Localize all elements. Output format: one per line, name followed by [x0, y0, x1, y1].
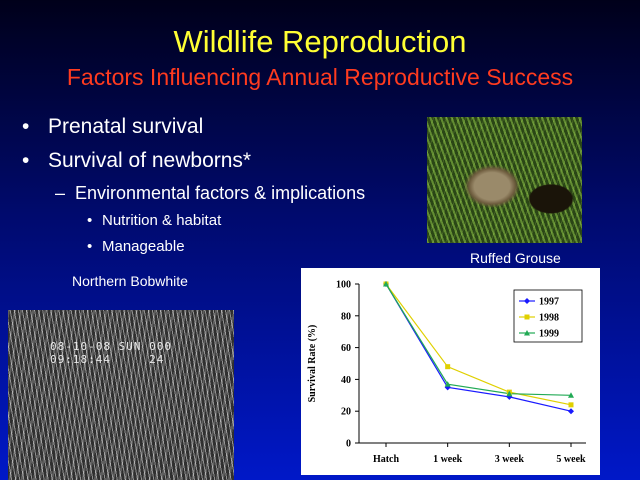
x-tick-label: Hatch [373, 454, 400, 465]
bullet-prenatal: • Prenatal survival [22, 115, 204, 139]
sub-bullet-environmental: – Environmental factors & implications [55, 183, 366, 204]
data-point [445, 364, 451, 370]
caption-northern-bobwhite: Northern Bobwhite [72, 273, 188, 289]
legend-label: 1997 [539, 297, 559, 308]
sub-sub-bullet-text: Manageable [102, 238, 185, 255]
series-line-1997 [385, 283, 572, 412]
data-point [568, 392, 574, 398]
y-tick-label: 40 [341, 375, 351, 386]
legend-label: 1999 [539, 329, 559, 340]
data-point [444, 381, 451, 387]
bullet-text: Survival of newborns* [48, 149, 252, 172]
slide-subtitle: Factors Influencing Annual Reproductive … [66, 64, 574, 90]
x-tick-label: 3 week [495, 454, 525, 465]
bullet-dot-icon: • [22, 115, 30, 138]
y-tick-label: 0 [346, 439, 351, 450]
data-point [568, 408, 574, 415]
series-line-1999 [385, 283, 572, 396]
sub-sub-bullet-manageable: • Manageable [87, 238, 185, 255]
dash-icon: – [55, 183, 66, 203]
data-point [524, 330, 530, 336]
bullet-newborns: • Survival of newborns* [22, 149, 252, 173]
chart-svg: 0 20 40 60 80 100 Hatch 1 week 3 week 5 week Survi… [307, 280, 586, 466]
sub-sub-bullet-text: Nutrition & habitat [102, 212, 222, 229]
x-tick-label: 5 week [556, 454, 586, 465]
x-tick-label: 1 week [433, 454, 463, 465]
sub-bullet-text: Environmental factors & implications [75, 183, 366, 203]
survival-rate-chart: 0 20 40 60 80 100 Hatch 1 week 3 week 5 week Survi… [301, 268, 600, 475]
data-point [524, 298, 530, 304]
series-line-1998 [385, 283, 572, 406]
ruffed-grouse-photo [427, 117, 582, 243]
data-point [383, 281, 389, 287]
camera-stamp-line2: 09:18:44 24 [50, 353, 165, 366]
bullet-dot-icon: • [22, 149, 30, 172]
data-point [506, 390, 513, 397]
y-axis-label: Survival Rate (%) [307, 325, 318, 403]
data-point [568, 402, 574, 408]
slide-title: Wildlife Reproduction [173, 24, 467, 59]
caption-ruffed-grouse: Ruffed Grouse [470, 250, 561, 266]
y-tick-label: 100 [336, 280, 351, 291]
y-tick-label: 60 [341, 343, 351, 354]
camera-stamp-line1: 08-10-08 SUN 000 [50, 340, 172, 353]
bullet-dot-icon: • [87, 238, 93, 255]
data-point [524, 314, 530, 320]
y-tick-label: 20 [341, 407, 351, 418]
bullet-text: Prenatal survival [48, 115, 204, 138]
northern-bobwhite-photo: 08-10-08 SUN 000 09:18:44 24 [8, 310, 234, 480]
y-tick-label: 80 [341, 311, 351, 322]
bullet-dot-icon: • [87, 212, 93, 229]
sub-sub-bullet-nutrition: • Nutrition & habitat [87, 212, 222, 229]
legend-label: 1998 [539, 313, 559, 324]
